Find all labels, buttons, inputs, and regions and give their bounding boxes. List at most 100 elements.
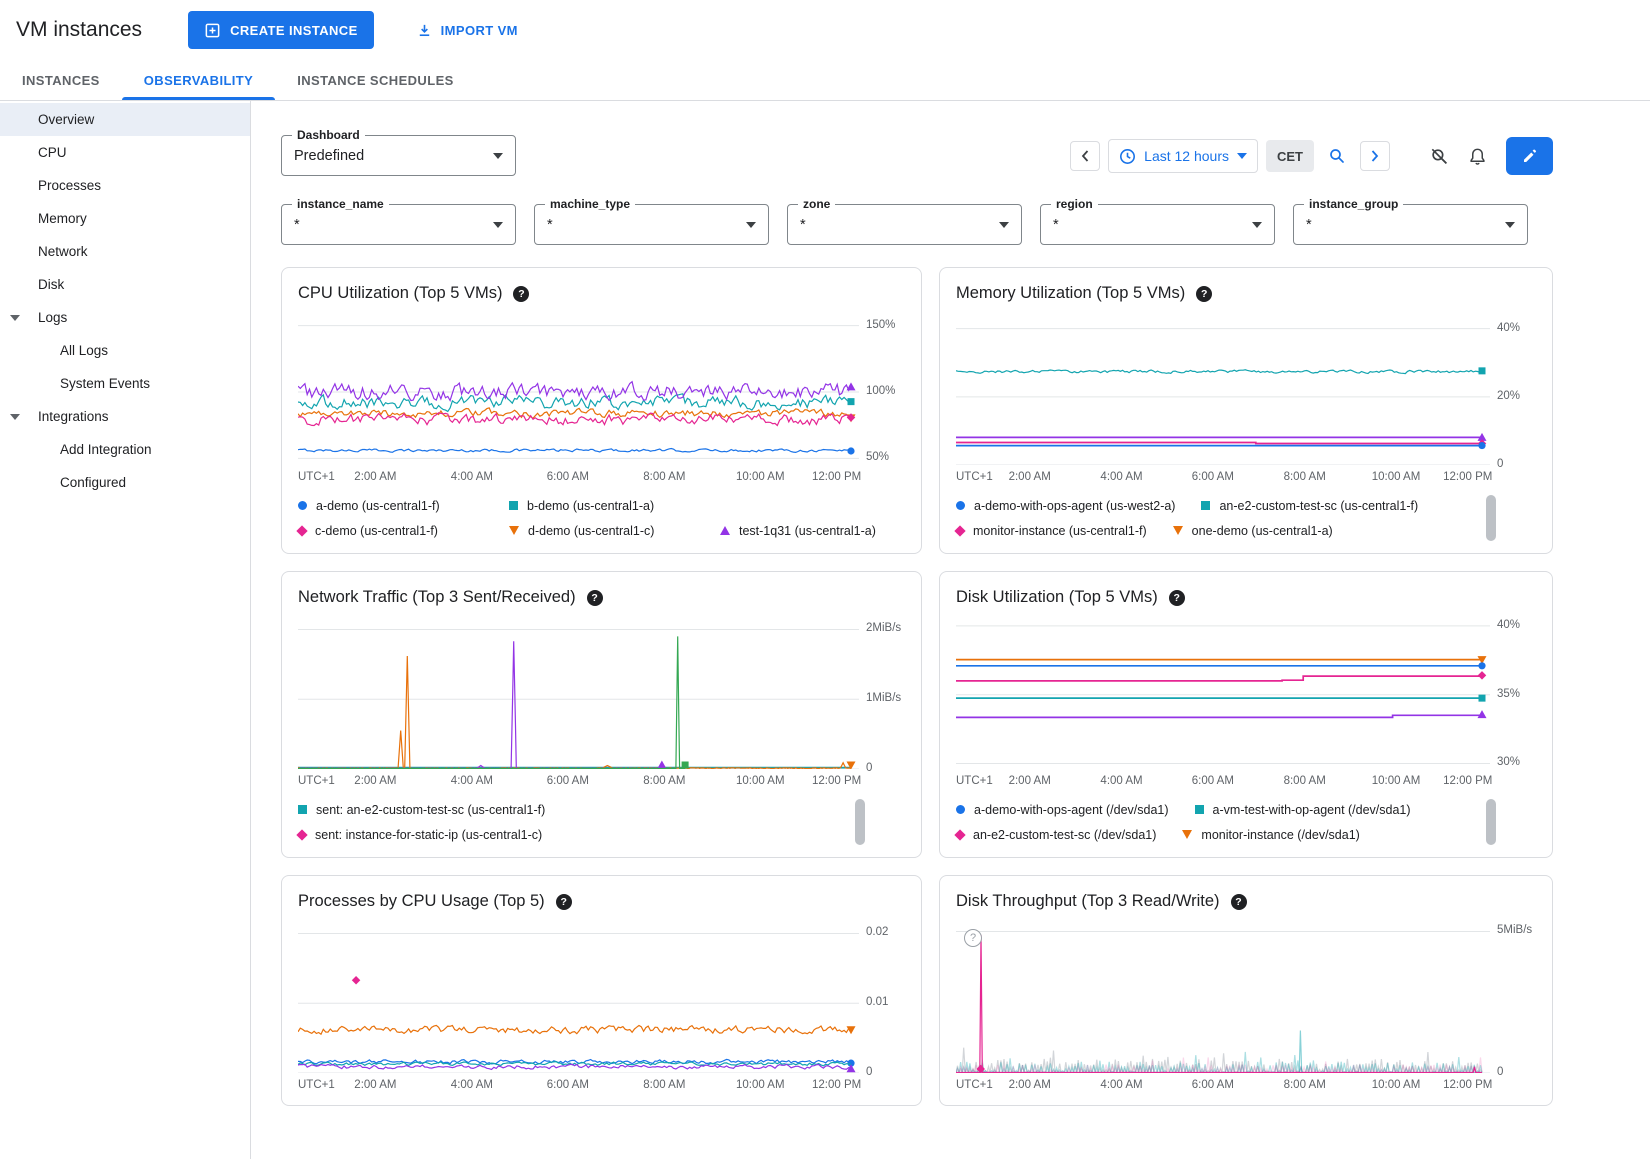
time-range-select[interactable]: Last 12 hours: [1108, 139, 1258, 173]
chevron-down-icon: [493, 153, 503, 159]
disable-zoom-button[interactable]: [1424, 141, 1454, 171]
legend-row: a-demo-with-ops-agent (us-west2-a) an-e2-…: [956, 493, 1536, 518]
x-axis-label: 8:00 AM: [643, 471, 685, 483]
chart-plot[interactable]: [298, 923, 859, 1073]
legend-item[interactable]: monitor-instance (/dev/sda1): [1182, 828, 1367, 842]
y-axis-label: 5MiB/s: [1497, 924, 1532, 936]
sidebar-item-integrations[interactable]: Integrations: [0, 400, 250, 433]
sidebar-item-overview[interactable]: Overview: [0, 103, 250, 136]
y-axis-label: 0: [866, 1066, 872, 1078]
sidebar-item-cpu[interactable]: CPU: [0, 136, 250, 169]
time-forward-button[interactable]: [1360, 141, 1390, 171]
help-icon[interactable]: ?: [587, 590, 603, 606]
tri-down-marker-icon: [509, 526, 519, 535]
time-back-button[interactable]: [1070, 141, 1100, 171]
legend-item[interactable]: b-demo (us-central1-a): [509, 499, 694, 513]
help-icon[interactable]: ?: [1196, 286, 1212, 302]
sidebar-item-disk[interactable]: Disk: [0, 268, 250, 301]
notifications-bell-button[interactable]: [1462, 141, 1492, 171]
legend-scrollbar[interactable]: [855, 799, 865, 845]
chart-title-row: Disk Utilization (Top 5 VMs)?: [956, 588, 1536, 607]
help-icon[interactable]: ?: [556, 894, 572, 910]
legend-item[interactable]: a-demo-with-ops-agent (us-west2-a): [956, 499, 1175, 513]
chart-card-4: Disk Utilization (Top 5 VMs)?UTC+12:00 A…: [939, 571, 1553, 858]
chart-plot[interactable]: [956, 315, 1490, 465]
chart-title-row: Network Traffic (Top 3 Sent/Received)?: [298, 588, 905, 607]
x-axis-label: 12:00 PM: [1443, 471, 1492, 483]
filter-instance_name[interactable]: instance_name*: [281, 204, 516, 245]
y-axis: 150%100%50%: [859, 315, 905, 487]
diamond-marker-icon: [954, 525, 965, 536]
expander-arrow-icon[interactable]: [10, 315, 20, 321]
expander-arrow-icon[interactable]: [10, 414, 20, 420]
x-axis-label: 4:00 AM: [1100, 471, 1142, 483]
create-instance-button[interactable]: CREATE INSTANCE: [188, 11, 374, 49]
plot-area: UTC+12:00 AM4:00 AM6:00 AM8:00 AM10:00 A…: [298, 619, 905, 791]
legend-label: monitor-instance (us-central1-f): [973, 524, 1147, 538]
sidebar-item-configured[interactable]: Configured: [0, 466, 250, 499]
legend-item[interactable]: sent: an-e2-custom-test-sc (us-central1-…: [298, 803, 545, 817]
zoom-search-button[interactable]: [1322, 141, 1352, 171]
legend-item[interactable]: monitor-instance (us-central1-f): [956, 524, 1147, 538]
sidebar-item-all-logs[interactable]: All Logs: [0, 334, 250, 367]
x-axis-label: 10:00 AM: [736, 471, 785, 483]
legend-label: one-demo (us-central1-a): [1192, 524, 1333, 538]
chart-plot[interactable]: [298, 619, 859, 769]
x-axis-label: 4:00 AM: [1100, 775, 1142, 787]
timezone-chip[interactable]: CET: [1266, 140, 1314, 172]
legend-item[interactable]: d-demo (us-central1-c): [509, 524, 694, 538]
sidebar-item-memory[interactable]: Memory: [0, 202, 250, 235]
filter-instance_group[interactable]: instance_group*: [1293, 204, 1528, 245]
tab-observability[interactable]: OBSERVABILITY: [122, 60, 275, 100]
help-icon[interactable]: ?: [513, 286, 529, 302]
dashboard-select[interactable]: Dashboard Predefined: [281, 135, 516, 176]
edit-dashboard-button[interactable]: [1506, 137, 1553, 175]
y-axis-label: 0: [866, 762, 872, 774]
tab-instances[interactable]: INSTANCES: [0, 60, 122, 100]
chart-title-row: CPU Utilization (Top 5 VMs)?: [298, 284, 905, 303]
sidebar-item-add-integration[interactable]: Add Integration: [0, 433, 250, 466]
chart-plot[interactable]: [956, 619, 1490, 769]
filters-row: instance_name* machine_type* zone* region* i…: [281, 204, 1553, 245]
filter-value: *: [800, 217, 806, 233]
chart-plot[interactable]: ?: [956, 923, 1490, 1073]
chart-legend: a-demo-with-ops-agent (us-west2-a) an-e2-…: [956, 493, 1536, 543]
legend-scrollbar[interactable]: [1486, 495, 1496, 541]
legend-item[interactable]: sent: instance-for-static-ip (us-central…: [298, 828, 542, 842]
filter-machine_type[interactable]: machine_type*: [534, 204, 769, 245]
import-vm-button[interactable]: IMPORT VM: [410, 21, 524, 40]
sidebar-list: OverviewCPUProcessesMemoryNetworkDiskLog…: [0, 103, 250, 499]
legend-item[interactable]: a-demo (us-central1-f): [298, 499, 483, 513]
sidebar-item-system-events[interactable]: System Events: [0, 367, 250, 400]
chevron-down-icon: [999, 222, 1009, 228]
tab-instance-schedules[interactable]: INSTANCE SCHEDULES: [275, 60, 475, 100]
legend-label: b-demo (us-central1-a): [527, 499, 654, 513]
filter-zone[interactable]: zone*: [787, 204, 1022, 245]
chart-card-3: Network Traffic (Top 3 Sent/Received)? UT…: [281, 571, 922, 858]
legend-item[interactable]: a-vm-test-with-op-agent (/dev/sda1): [1195, 803, 1411, 817]
legend-item[interactable]: a-demo-with-ops-agent (/dev/sda1): [956, 803, 1169, 817]
legend-label: monitor-instance (/dev/sda1): [1201, 828, 1359, 842]
legend-item[interactable]: one-demo (us-central1-a): [1173, 524, 1358, 538]
x-axis-label: 2:00 AM: [1009, 471, 1051, 483]
toolbar: Dashboard Predefined Last 12 hours CET: [281, 135, 1553, 176]
sidebar-item-processes[interactable]: Processes: [0, 169, 250, 202]
legend-item[interactable]: test-1q31 (us-central1-a): [720, 524, 905, 538]
circle-marker-icon: [298, 501, 307, 510]
legend-item[interactable]: an-e2-custom-test-sc (/dev/sda1): [956, 828, 1156, 842]
square-marker-icon: [298, 805, 307, 814]
legend-label: a-demo (us-central1-f): [316, 499, 440, 513]
y-axis-label: 20%: [1497, 390, 1520, 402]
help-icon[interactable]: ?: [1169, 590, 1185, 606]
filter-region[interactable]: region*: [1040, 204, 1275, 245]
sidebar-item-label: Integrations: [38, 409, 109, 424]
x-axis-label: 10:00 AM: [1372, 775, 1421, 787]
chart-help-icon[interactable]: ?: [964, 929, 982, 947]
legend-item[interactable]: c-demo (us-central1-f): [298, 524, 483, 538]
legend-item[interactable]: an-e2-custom-test-sc (us-central1-f): [1201, 499, 1418, 513]
chart-plot[interactable]: [298, 315, 859, 465]
sidebar-item-network[interactable]: Network: [0, 235, 250, 268]
legend-scrollbar[interactable]: [1486, 799, 1496, 845]
help-icon[interactable]: ?: [1231, 894, 1247, 910]
sidebar-item-logs[interactable]: Logs: [0, 301, 250, 334]
